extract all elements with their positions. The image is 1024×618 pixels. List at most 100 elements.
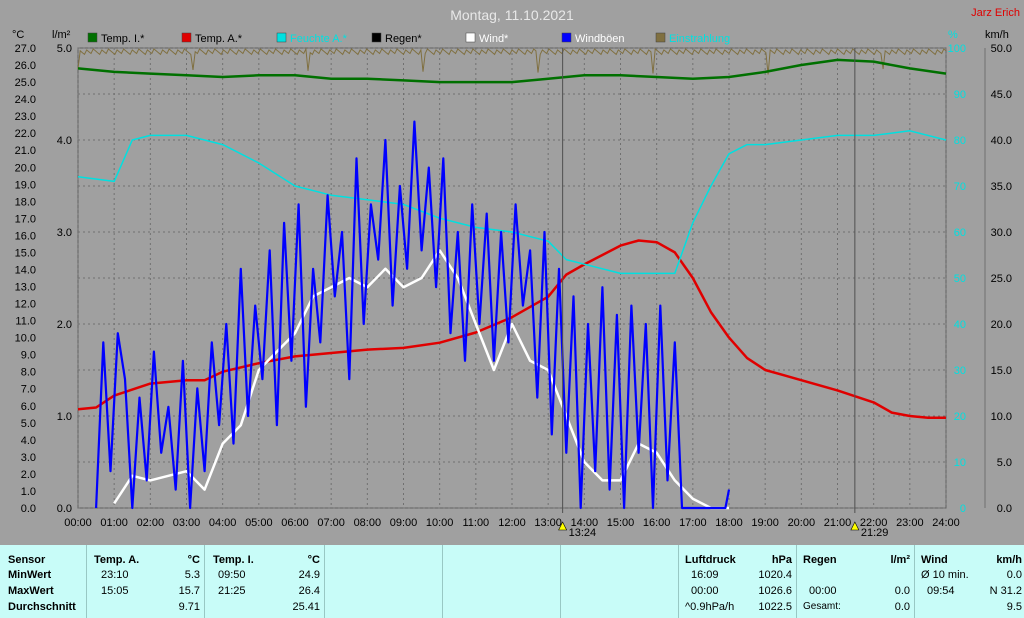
rain-tick-label: 4.0	[57, 135, 72, 147]
rain-tick-label: 5.0	[57, 43, 72, 55]
empty-column-3	[560, 545, 679, 618]
chart-title: Montag, 11.10.2021	[450, 7, 574, 23]
wind-tick-label: 10.0	[991, 411, 1012, 423]
legend-swatch	[276, 32, 287, 43]
x-tick-label: 02:00	[137, 517, 165, 529]
temp-tick-label: 10.0	[15, 333, 36, 345]
pressure-header: Luftdruck	[685, 554, 736, 566]
temp-i-column: Temp. I. °C 09:50 24.9 21:25 26.4 25.41	[204, 545, 325, 618]
pressure-column: Luftdruck hPa 16:09 1020.4 00:00 1026.6 …	[678, 545, 797, 618]
sensor-column: Sensor MinWert MaxWert Durchschnitt	[0, 545, 86, 618]
temp-tick-label: 23.0	[15, 111, 36, 123]
x-tick-label: 13:00	[534, 517, 562, 529]
rain-tick-label: 0.0	[57, 503, 72, 515]
temp-tick-label: 13.0	[15, 282, 36, 294]
wind-axis-unit: km/h	[985, 29, 1009, 41]
time-markers: 13:24 21:29	[558, 48, 889, 539]
temp-tick-label: 20.0	[15, 162, 36, 174]
humidity-tick-label: 80	[954, 135, 966, 147]
wind-tick-label: 40.0	[991, 135, 1012, 147]
wind-unit: km/h	[996, 554, 1022, 566]
x-tick-label: 24:00	[932, 517, 960, 529]
temp-tick-label: 18.0	[15, 196, 36, 208]
x-tick-label: 22:00	[860, 517, 888, 529]
rain-tick-label: 3.0	[57, 227, 72, 239]
legend-label: Regen*	[385, 33, 422, 45]
rain-tick-label: 2.0	[57, 319, 72, 331]
temp-tick-label: 15.0	[15, 247, 36, 259]
humidity-tick-label: 60	[954, 227, 966, 239]
series-line-windb-en	[95, 120, 731, 510]
y-axis-ticks: 0.0 1.0 2.0 3.0 4.0 5.0 6.0 7.0 8.0 9.0 10.0 11.0 12…	[15, 43, 1012, 515]
humidity-tick-label: 50	[954, 273, 966, 285]
temp-tick-label: 12.0	[15, 299, 36, 311]
humidity-tick-label: 70	[954, 181, 966, 193]
temp-tick-label: 7.0	[21, 384, 36, 396]
temp-tick-label: 24.0	[15, 94, 36, 106]
rain-column: Regen l/m² 00:00 0.0 Gesamt: 0.0	[796, 545, 915, 618]
temp-a-column: Temp. A. °C 23:10 5.3 15:05 15.7 9.71	[86, 545, 205, 618]
x-tick-label: 07:00	[317, 517, 345, 529]
temp-tick-label: 6.0	[21, 401, 36, 413]
temp-tick-label: 19.0	[15, 179, 36, 191]
temp-tick-label: 25.0	[15, 77, 36, 89]
legend-label: Wind*	[479, 33, 509, 45]
legend-swatch	[181, 32, 192, 43]
temp-i-max-value: 26.4	[298, 585, 320, 597]
humidity-axis-unit: %	[948, 29, 958, 41]
pressure-max-value: 1026.6	[758, 585, 792, 597]
wind-column: Wind km/h Ø 10 min. 0.0 09:54 N 31.2 9.5	[914, 545, 1024, 618]
pressure-max-time: 00:00	[691, 585, 719, 597]
wind-min-value: 0.0	[1006, 569, 1022, 581]
x-tick-label: 16:00	[643, 517, 671, 529]
x-tick-label: 19:00	[751, 517, 779, 529]
x-tick-label: 18:00	[715, 517, 743, 529]
temp-tick-label: 22.0	[15, 128, 36, 140]
legend-swatch	[561, 32, 572, 43]
temp-a-min-time: 23:10	[101, 569, 129, 581]
x-tick-label: 11:00	[462, 517, 489, 529]
temp-tick-label: 0.0	[21, 503, 36, 515]
temp-tick-label: 17.0	[15, 213, 36, 225]
temp-tick-label: 27.0	[15, 43, 36, 55]
series-line-temp-i	[77, 58, 947, 84]
legend-label: Einstrahlung	[669, 33, 730, 45]
wind-tick-label: 15.0	[991, 365, 1012, 377]
rain-tick-label: 1.0	[57, 411, 72, 423]
humidity-tick-label: 100	[948, 43, 966, 55]
temp-i-min-value: 24.9	[298, 569, 320, 581]
x-tick-label: 09:00	[390, 517, 418, 529]
temp-tick-label: 5.0	[21, 418, 36, 430]
temp-i-max-time: 21:25	[218, 585, 246, 597]
temp-tick-label: 11.0	[15, 316, 36, 328]
humidity-tick-label: 20	[954, 411, 966, 423]
wind-tick-label: 25.0	[991, 273, 1012, 285]
temp-tick-label: 8.0	[21, 367, 36, 379]
x-tick-label: 21:00	[824, 517, 852, 529]
wind-tick-label: 0.0	[997, 503, 1012, 515]
row-label-avg: Durchschnitt	[8, 601, 76, 613]
weather-chart: Montag, 11.10.2021 Jarz Erich °C l/m² % …	[12, 7, 1020, 539]
temp-axis-unit: °C	[12, 29, 24, 41]
rain-total-label: Gesamt:	[803, 601, 841, 612]
temp-a-min-value: 5.3	[184, 569, 200, 581]
rain-unit: l/m²	[890, 554, 910, 566]
x-tick-label: 00:00	[64, 517, 92, 529]
temp-i-unit: °C	[307, 554, 320, 566]
statistics-table: Sensor MinWert MaxWert Durchschnitt Temp…	[0, 545, 1024, 618]
row-label-min: MinWert	[8, 569, 52, 581]
x-tick-label: 01:00	[100, 517, 128, 529]
marker-label: 13:24	[569, 527, 597, 539]
wind-tick-label: 35.0	[991, 181, 1012, 193]
x-tick-label: 08:00	[354, 517, 382, 529]
legend-swatch	[655, 32, 666, 43]
temp-tick-label: 4.0	[21, 435, 36, 447]
sun-icon	[850, 521, 860, 531]
wind-avg-value: 9.5	[1006, 601, 1022, 613]
marker-label: 21:29	[861, 527, 889, 539]
x-tick-label: 17:00	[679, 517, 707, 529]
wind-tick-label: 45.0	[991, 89, 1012, 101]
temp-tick-label: 26.0	[15, 60, 36, 72]
wind-min-label: Ø 10 min.	[921, 569, 969, 581]
x-tick-label: 10:00	[426, 517, 454, 529]
